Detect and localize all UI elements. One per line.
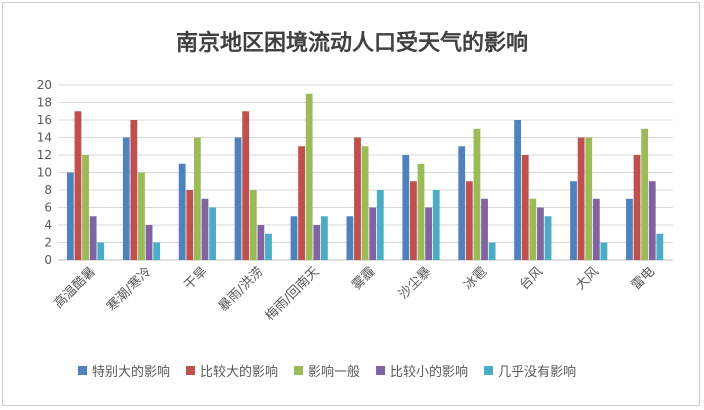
bar xyxy=(122,137,130,260)
x-tick-label: 雾霾 xyxy=(349,264,378,293)
x-tick-label: 梅雨/回南天 xyxy=(262,264,322,324)
bar xyxy=(481,198,488,260)
bar xyxy=(361,146,369,260)
bar xyxy=(432,190,440,260)
bar xyxy=(570,181,577,260)
bar xyxy=(249,190,257,260)
bar xyxy=(153,242,161,260)
bar xyxy=(82,155,89,260)
y-tick-label: 20 xyxy=(37,78,52,92)
y-axis: 0 2 4 6 8 10 12 14 16 18 20 xyxy=(37,78,52,267)
bar xyxy=(242,111,250,260)
bar xyxy=(313,225,321,260)
bar xyxy=(425,207,433,260)
bar xyxy=(201,198,209,260)
bar xyxy=(417,163,425,260)
y-tick-label: 2 xyxy=(44,236,52,250)
legend-swatch xyxy=(78,366,87,375)
bar xyxy=(577,137,585,260)
y-tick-label: 18 xyxy=(37,96,52,110)
bar xyxy=(521,155,529,260)
bar xyxy=(209,207,216,260)
chart-title: 南京地区困境流动人口受天气的影响 xyxy=(176,30,528,56)
bar xyxy=(465,181,473,260)
y-tick-label: 6 xyxy=(44,201,52,215)
bar xyxy=(186,190,194,260)
x-tick-label: 沙尘暴 xyxy=(396,264,434,302)
bar xyxy=(600,242,608,260)
legend: 特别大的影响 比较大的影响 影响一般 比较小的影响 几乎没有影响 xyxy=(78,364,576,380)
legend-swatch xyxy=(186,366,196,375)
x-tick-label: 雷电 xyxy=(629,264,658,293)
bar xyxy=(305,93,313,260)
bar xyxy=(178,163,186,260)
legend-label: 比较大的影响 xyxy=(200,364,278,380)
bar xyxy=(537,207,544,260)
y-tick-label: 8 xyxy=(44,183,52,197)
bar xyxy=(320,216,328,260)
bar xyxy=(592,198,600,260)
bar xyxy=(97,242,105,260)
legend-label: 影响一般 xyxy=(308,364,360,380)
bar xyxy=(145,225,153,260)
legend-label: 比较小的影响 xyxy=(390,364,468,380)
bar xyxy=(641,128,649,260)
bar xyxy=(585,137,593,260)
legend-swatch xyxy=(376,366,386,375)
bar xyxy=(234,137,242,260)
x-tick-label: 暴雨/洪涝 xyxy=(215,264,266,315)
y-tick-label: 4 xyxy=(44,218,52,232)
bar xyxy=(89,216,97,260)
bar xyxy=(74,111,82,260)
bar xyxy=(458,146,466,260)
bar xyxy=(265,233,272,260)
bar xyxy=(354,137,361,260)
bar xyxy=(257,225,265,260)
bar xyxy=(626,198,633,260)
x-tick-label: 高温酷暑 xyxy=(51,264,99,312)
bar xyxy=(66,172,74,260)
bar xyxy=(369,207,377,260)
y-tick-label: 0 xyxy=(44,253,52,267)
bars xyxy=(66,93,664,260)
x-tick-label: 台风 xyxy=(517,264,546,293)
y-tick-label: 16 xyxy=(37,113,52,127)
y-tick-label: 14 xyxy=(37,131,52,145)
y-tick-label: 12 xyxy=(37,148,52,162)
x-tick-label: 干旱 xyxy=(182,264,211,293)
x-tick-label: 冰雹 xyxy=(461,264,490,293)
bar xyxy=(298,146,305,260)
bar xyxy=(656,233,664,260)
y-tick-label: 10 xyxy=(37,166,52,180)
bar xyxy=(376,190,384,260)
bar xyxy=(529,198,537,260)
bar xyxy=(633,155,641,260)
bar xyxy=(130,120,138,260)
x-tick-label: 寒潮/寒冷 xyxy=(104,264,155,315)
bar xyxy=(402,155,410,260)
bar xyxy=(193,137,201,260)
legend-label: 特别大的影响 xyxy=(92,364,170,380)
bar xyxy=(346,216,354,260)
legend-label: 几乎没有影响 xyxy=(498,364,576,380)
bar xyxy=(648,181,656,260)
bar xyxy=(473,128,481,260)
bar xyxy=(544,216,552,260)
bar xyxy=(514,120,522,260)
x-tick-label: 大风 xyxy=(573,264,602,293)
bar xyxy=(410,181,417,260)
bar xyxy=(488,242,496,260)
bar xyxy=(138,172,145,260)
legend-swatch xyxy=(294,366,304,375)
legend-swatch xyxy=(484,366,494,375)
bar xyxy=(290,216,298,260)
